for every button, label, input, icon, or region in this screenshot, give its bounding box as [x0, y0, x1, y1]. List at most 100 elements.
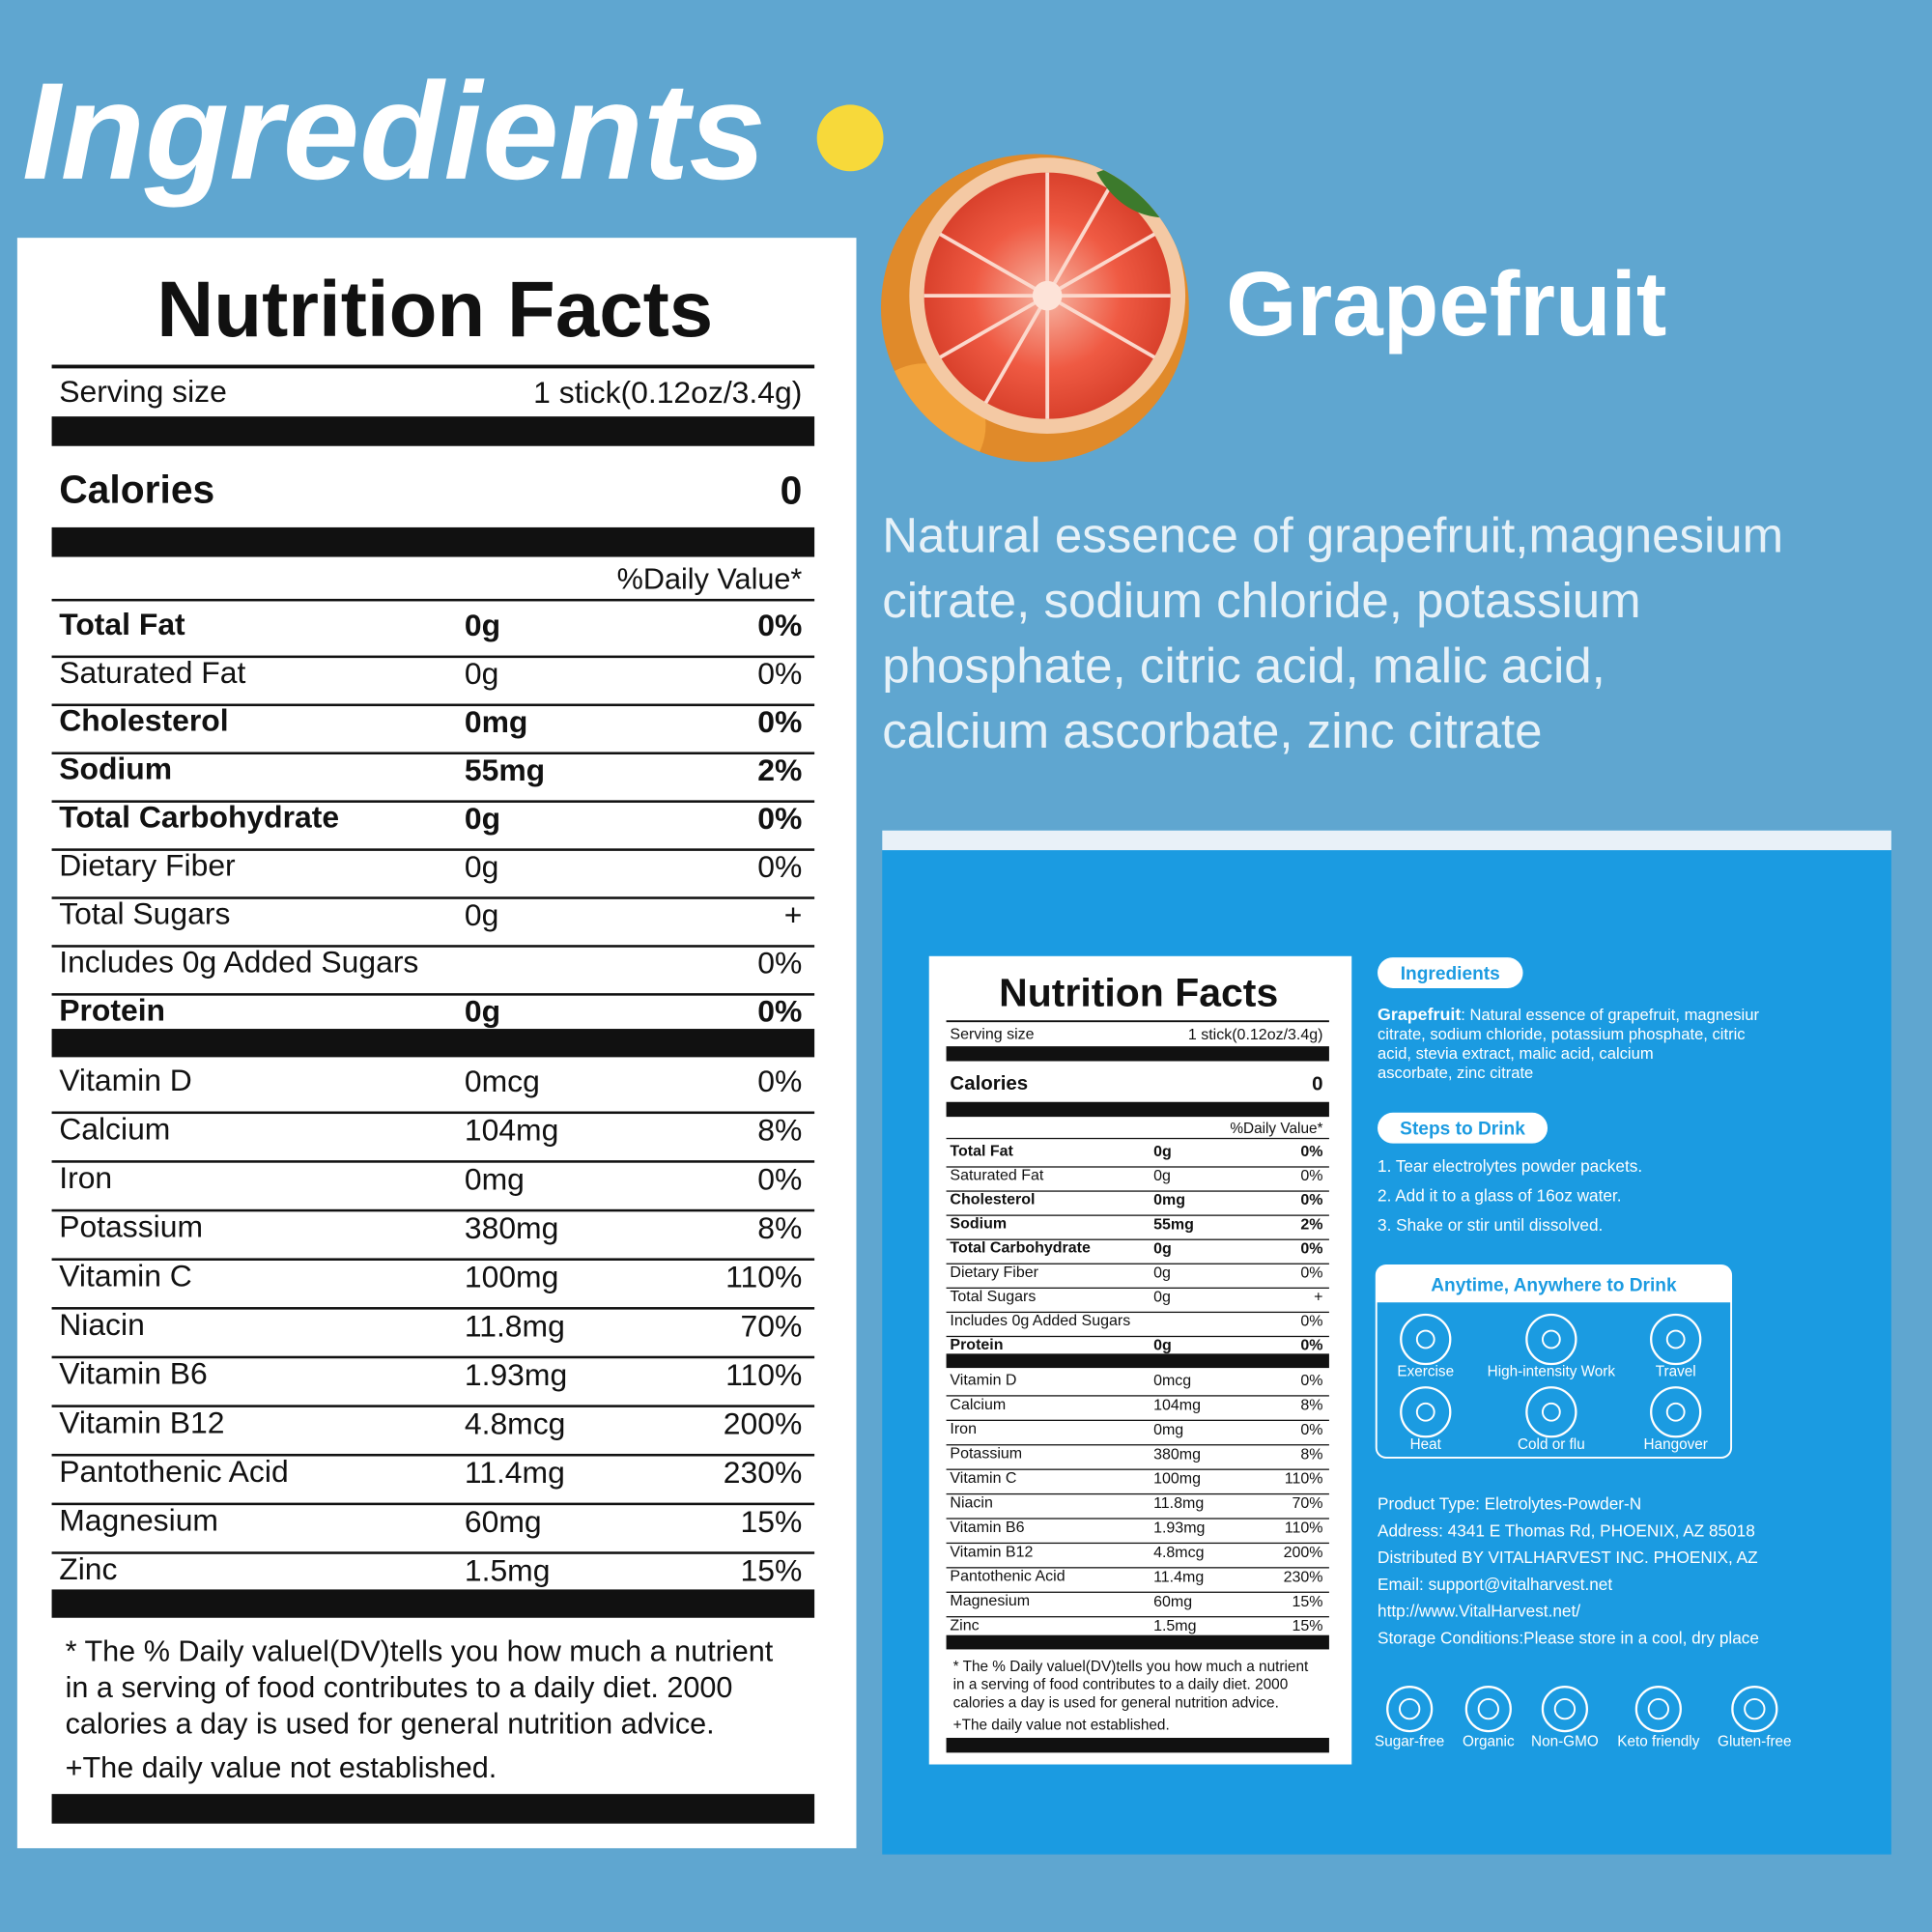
nutrient-name: Saturated Fat [59, 655, 245, 690]
nutrient-amount: 0g [1153, 1168, 1171, 1184]
footnote-line: +The daily value not established. [66, 1751, 497, 1784]
nutrient-amount: 60mg [1153, 1594, 1192, 1610]
nutrient-amount: 0g [1153, 1240, 1172, 1257]
nutrient-dv: 110% [1285, 1471, 1323, 1488]
nutrient-amount: 0g [465, 849, 498, 884]
rule [51, 1258, 815, 1261]
panel-title: Nutrition Facts [999, 971, 1278, 1015]
nutrient-amount: 11.4mg [1153, 1569, 1204, 1585]
product-info-line: Product Type: Eletrolytes-Powder-N [1378, 1493, 1641, 1513]
bar [946, 1046, 1329, 1062]
daily-value-header: %Daily Value* [1230, 1121, 1322, 1137]
nutrient-name: Total Carbohydrate [950, 1240, 1091, 1257]
pill-label: Steps to Drink [1400, 1120, 1525, 1140]
nutrient-dv: 0% [1300, 1240, 1322, 1257]
nutrient-name: Pantothenic Acid [59, 1454, 288, 1489]
rule [51, 896, 815, 899]
nutrient-dv: 230% [724, 1455, 803, 1490]
nutrient-amount: 104mg [1153, 1397, 1201, 1413]
nutrient-dv: 0% [757, 608, 802, 642]
nutrient-name: Protein [950, 1337, 1003, 1353]
nutrient-name: Saturated Fat [950, 1168, 1044, 1184]
nutrient-name: Vitamin B6 [950, 1520, 1024, 1536]
nutrient-dv: 8% [757, 1113, 802, 1148]
nutrient-amount: 0mg [1153, 1422, 1183, 1438]
occasion-header-bg [1376, 1264, 1732, 1303]
box-nutrition-facts: Nutrition Facts Serving size 1 stick(0.12o… [946, 971, 1329, 1753]
nutrient-dv: 0% [1300, 1314, 1322, 1330]
rule [946, 1335, 1329, 1338]
occasion-icon-inner [1665, 1329, 1686, 1350]
nutrient-amount: 0mg [1153, 1192, 1185, 1208]
occasion-icon [1400, 1313, 1452, 1366]
nutrient-dv: 200% [724, 1406, 803, 1441]
rule [946, 1395, 1329, 1397]
nutrient-amount: 55mg [465, 753, 545, 787]
nutrient-name: Total Carbohydrate [59, 800, 339, 835]
step: 2. Add it to a glass of 16oz water. [1378, 1186, 1621, 1206]
badge-icon-inner [1647, 1697, 1669, 1720]
nutrient-amount: 11.4mg [465, 1455, 565, 1490]
rule [51, 1405, 815, 1407]
badge-label: Gluten-free [1718, 1733, 1792, 1749]
nutrient-name: Vitamin B12 [59, 1405, 224, 1439]
rule [51, 655, 815, 659]
calories-label: Calories [950, 1072, 1028, 1094]
occasion-label: High-intensity Work [1488, 1364, 1616, 1380]
bar [51, 526, 815, 557]
badge-icon [1541, 1686, 1589, 1733]
occasion-icon [1525, 1386, 1577, 1438]
nutrient-dv: 0% [757, 946, 802, 980]
product-info-line: Email: support@vitalharvest.net [1378, 1575, 1612, 1594]
nutrient-amount: 100mg [1153, 1471, 1201, 1488]
rule [946, 1166, 1329, 1168]
ingredient-line: calcium ascorbate, zinc citrate [882, 703, 1542, 758]
product-info-line: http://www.VitalHarvest.net/ [1378, 1602, 1580, 1621]
nutrient-name: Cholesterol [59, 703, 228, 738]
footnote-line: calories a day is used for general nutri… [66, 1708, 715, 1741]
nutrient-dv: 0% [1300, 1168, 1322, 1184]
badge-label: Organic [1463, 1733, 1515, 1749]
nutrient-dv: 0% [757, 801, 802, 836]
text: ascorbate, zinc citrate [1378, 1064, 1533, 1082]
product-info-line: Storage Conditions:Please store in a coo… [1378, 1629, 1759, 1648]
nutrient-amount: 60mg [465, 1504, 542, 1539]
bar [946, 1353, 1329, 1369]
nutrient-name: Iron [950, 1421, 977, 1437]
nutrient-dv: 0% [757, 1161, 802, 1196]
box-ingredient-line: citrate, sodium chloride, potassium phos… [1378, 1025, 1746, 1043]
nutrient-amount: 0g [1153, 1290, 1171, 1306]
step: 1. Tear electrolytes powder packets. [1378, 1156, 1642, 1176]
footnote-line: in a serving of food contributes to a da… [953, 1677, 1289, 1693]
nutrient-amount: 11.8mg [1153, 1495, 1204, 1512]
daily-value-header: %Daily Value* [617, 563, 803, 596]
nutrient-name: Total Sugars [59, 896, 230, 931]
occasion-icon-inner [1541, 1402, 1561, 1422]
nutrient-amount: 0mcg [1153, 1373, 1191, 1389]
bar [946, 1737, 1329, 1753]
occasion-icon-inner [1541, 1329, 1561, 1350]
rule [51, 364, 815, 369]
nutrient-amount: 0g [1153, 1264, 1171, 1281]
nutrient-dv: + [784, 897, 803, 932]
nutrient-dv: 0% [757, 1064, 802, 1098]
nutrient-dv: 8% [1300, 1446, 1322, 1463]
nutrient-dv: 70% [741, 1308, 803, 1343]
rule [946, 1567, 1329, 1569]
box-ingredient-line: ascorbate, zinc citrate [1378, 1064, 1533, 1082]
bar [51, 1589, 815, 1618]
nutrient-amount: 0g [1153, 1144, 1172, 1160]
rule [946, 1542, 1329, 1545]
nutrient-amount: 1.5mg [1153, 1618, 1196, 1634]
occasion-label: Travel [1656, 1364, 1696, 1380]
occasion-heading: Anytime, Anywhere to Drink [1431, 1276, 1677, 1296]
text: : Natural essence of grapefruit, magnesi… [1461, 1006, 1759, 1024]
nutrient-amount: 11.8mg [465, 1308, 565, 1343]
serving-label: Serving size [59, 374, 227, 409]
rule [51, 993, 815, 996]
nutrient-dv: 0% [1300, 1338, 1322, 1354]
box-info: Ingredients Grapefruit: Natural essence o… [1375, 957, 1792, 1749]
nutrient-name: Dietary Fiber [59, 848, 236, 883]
footnote-line: * The % Daily valuel(DV)tells you how mu… [66, 1634, 774, 1667]
nutrient-name: Cholesterol [950, 1192, 1035, 1208]
